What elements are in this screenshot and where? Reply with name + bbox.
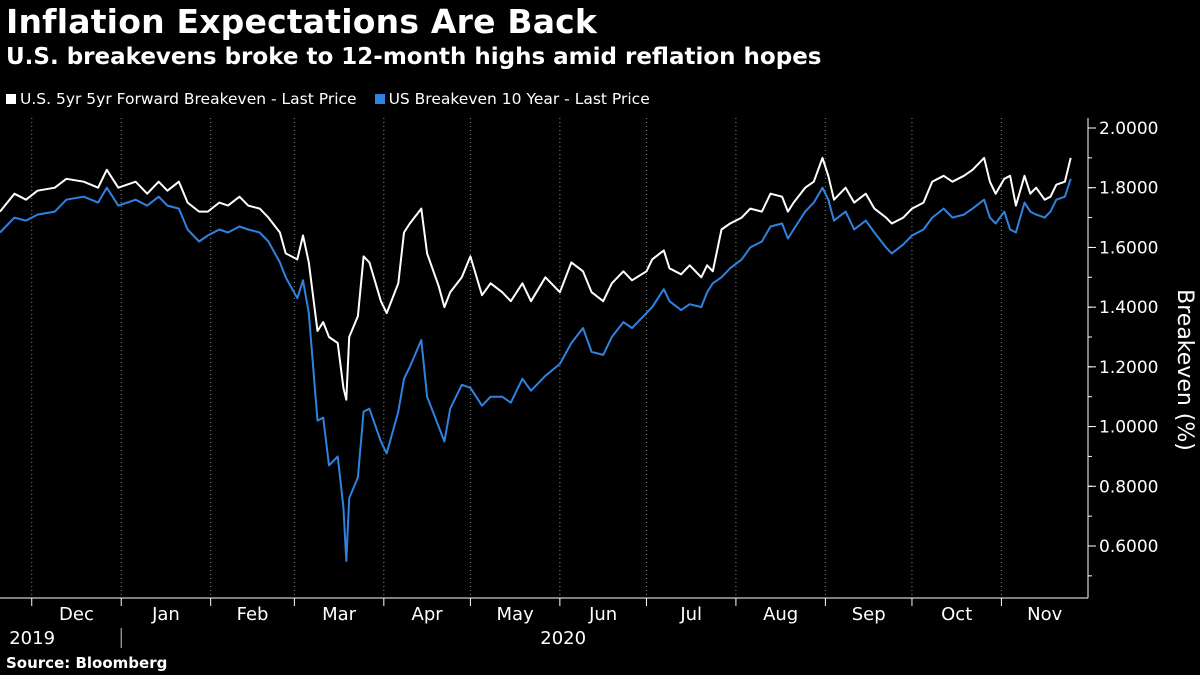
x-tick-label: Sep [852, 604, 886, 625]
y-tick-label: 1.6000 [1099, 238, 1158, 258]
x-tick-label: Nov [1027, 604, 1062, 625]
legend-item-10y: US Breakeven 10 Year - Last Price [374, 90, 650, 108]
legend-swatch-10y [374, 94, 385, 104]
x-tick-label: Jun [588, 604, 617, 625]
series-line-5y5y-forward [0, 156, 1072, 401]
x-tick-label: Jul [679, 604, 702, 625]
y-tick-label: 1.8000 [1099, 179, 1158, 199]
chart-subtitle: U.S. breakevens broke to 12-month highs … [6, 44, 822, 70]
x-tick-label: Mar [322, 604, 357, 625]
chart-legend: U.S. 5yr 5yr Forward Breakeven - Last Pr… [6, 90, 650, 108]
axes: Dec Jan Feb Mar Apr May Jun Jul Aug Sep Oct Nov 2019… [0, 118, 1158, 649]
x-year-label: 2019 [9, 628, 55, 649]
x-tick-label: Oct [941, 604, 972, 625]
series-lines [0, 156, 1072, 562]
legend-swatch-5y5y [6, 94, 16, 104]
x-tick-label: Jan [151, 604, 180, 625]
y-tick-label: 2.0000 [1099, 119, 1158, 139]
x-tick-label: Dec [59, 604, 94, 625]
legend-label-5y5y: U.S. 5yr 5yr Forward Breakeven - Last Pr… [20, 90, 357, 108]
x-year-label: 2020 [540, 628, 586, 649]
grid [31, 118, 1002, 598]
y-tick-label: 1.0000 [1099, 418, 1158, 438]
y-tick-label: 1.4000 [1099, 298, 1158, 318]
y-tick-label: 0.6000 [1099, 537, 1158, 557]
source-note: Source: Bloomberg [6, 654, 168, 672]
y-tick-label: 0.8000 [1099, 477, 1158, 497]
legend-label-10y: US Breakeven 10 Year - Last Price [388, 90, 650, 108]
x-tick-label: May [497, 604, 535, 625]
x-tick-label: Aug [763, 604, 798, 625]
y-tick-label: 1.2000 [1099, 358, 1158, 378]
y-axis-label: Breakeven (%) [1172, 289, 1197, 451]
series-line-10y-breakeven [0, 178, 1072, 562]
legend-item-5y5y: U.S. 5yr 5yr Forward Breakeven - Last Pr… [6, 90, 357, 108]
chart-title: Inflation Expectations Are Back [6, 2, 598, 41]
x-tick-label: Apr [412, 604, 444, 625]
x-tick-label: Feb [237, 604, 269, 625]
